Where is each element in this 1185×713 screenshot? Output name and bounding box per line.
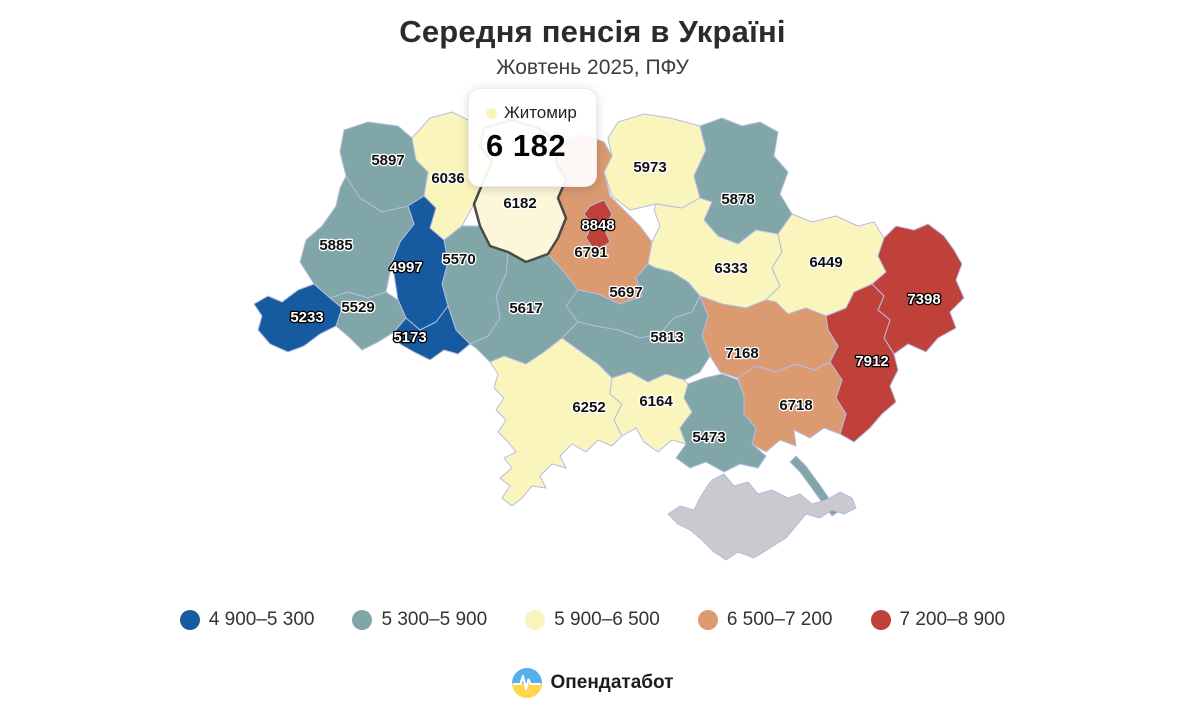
region-value-label: 5878	[721, 191, 754, 208]
region-value-label: 5473	[692, 429, 725, 446]
region-value-label: 6449	[809, 254, 842, 271]
legend-item: 7 200–8 900	[870, 609, 1006, 631]
header: Середня пенсія в Україні Жовтень 2025, П…	[0, 14, 1185, 80]
footer: Опендатабот	[0, 668, 1185, 698]
region-value-label: 5570	[442, 251, 475, 268]
region-value-label: 6164	[639, 393, 673, 410]
legend: 4 900–5 300 5 300–5 900 5 900–6 500 6 500–7…	[0, 609, 1185, 631]
region-zaporizhzhia[interactable]	[737, 361, 847, 453]
legend-item: 5 300–5 900	[352, 609, 487, 631]
region-value-label: 5529	[341, 299, 374, 316]
legend-swatch-icon	[352, 610, 373, 630]
region-value-label: 5813	[650, 329, 683, 346]
region-value-label: 7912	[855, 353, 888, 370]
region-mykolaiv[interactable]	[609, 371, 693, 453]
region-value-label: 6252	[572, 399, 605, 416]
legend-label: 4 900–5 300	[208, 609, 315, 630]
region-value-label: 7168	[725, 345, 758, 362]
region-zakarpattia[interactable]	[253, 283, 343, 353]
region-value-label: 6791	[574, 244, 607, 261]
page-subtitle: Жовтень 2025, ПФУ	[496, 56, 689, 79]
legend-swatch-icon	[697, 610, 718, 630]
region-luhansk[interactable]	[871, 223, 965, 355]
legend-item: 5 900–6 500	[525, 609, 660, 631]
tooltip-region-name: Житомир	[504, 103, 577, 122]
region-value-label: 5173	[393, 329, 426, 346]
region-value-label: 5885	[319, 237, 352, 254]
legend-label: 5 300–5 900	[381, 609, 488, 630]
legend-item: 4 900–5 300	[179, 609, 315, 631]
legend-swatch-icon	[525, 610, 546, 630]
region-value-label: 5233	[290, 309, 323, 326]
legend-label: 6 500–7 200	[726, 609, 833, 630]
region-value-label: 8848	[581, 217, 614, 234]
tooltip-region-swatch-icon	[486, 107, 497, 119]
legend-label: 5 900–6 500	[554, 609, 660, 630]
region-kherson[interactable]	[675, 373, 839, 517]
region-odesa[interactable]	[489, 337, 623, 507]
region-crimea[interactable]	[667, 473, 857, 561]
region-value-label: 5897	[371, 152, 404, 169]
region-value-label: 6036	[431, 170, 464, 187]
page-title: Середня пенсія в Україні	[399, 14, 786, 49]
region-value-label: 4997	[389, 259, 422, 276]
region-kyiv-city[interactable]	[583, 199, 613, 253]
region-value-label: 6718	[779, 397, 812, 414]
region-value-label: 6182	[503, 195, 536, 212]
tooltip: Житомир 6 182	[468, 88, 597, 187]
legend-item: 6 500–7 200	[697, 609, 833, 631]
region-value-label: 5697	[609, 284, 642, 301]
region-value-label: 5617	[509, 300, 542, 317]
region-chernivtsi[interactable]	[393, 305, 471, 361]
region-value-label: 5973	[633, 159, 666, 176]
legend-swatch-icon	[870, 610, 891, 630]
region-value-label: 6333	[714, 260, 747, 277]
legend-label: 7 200–8 900	[899, 609, 1006, 630]
opendatabot-logo-icon	[511, 668, 542, 698]
brand-name: Опендатабот	[550, 672, 674, 693]
legend-swatch-icon	[179, 610, 200, 630]
tooltip-value: 6 182	[486, 128, 567, 163]
region-value-label: 7398	[907, 291, 940, 308]
